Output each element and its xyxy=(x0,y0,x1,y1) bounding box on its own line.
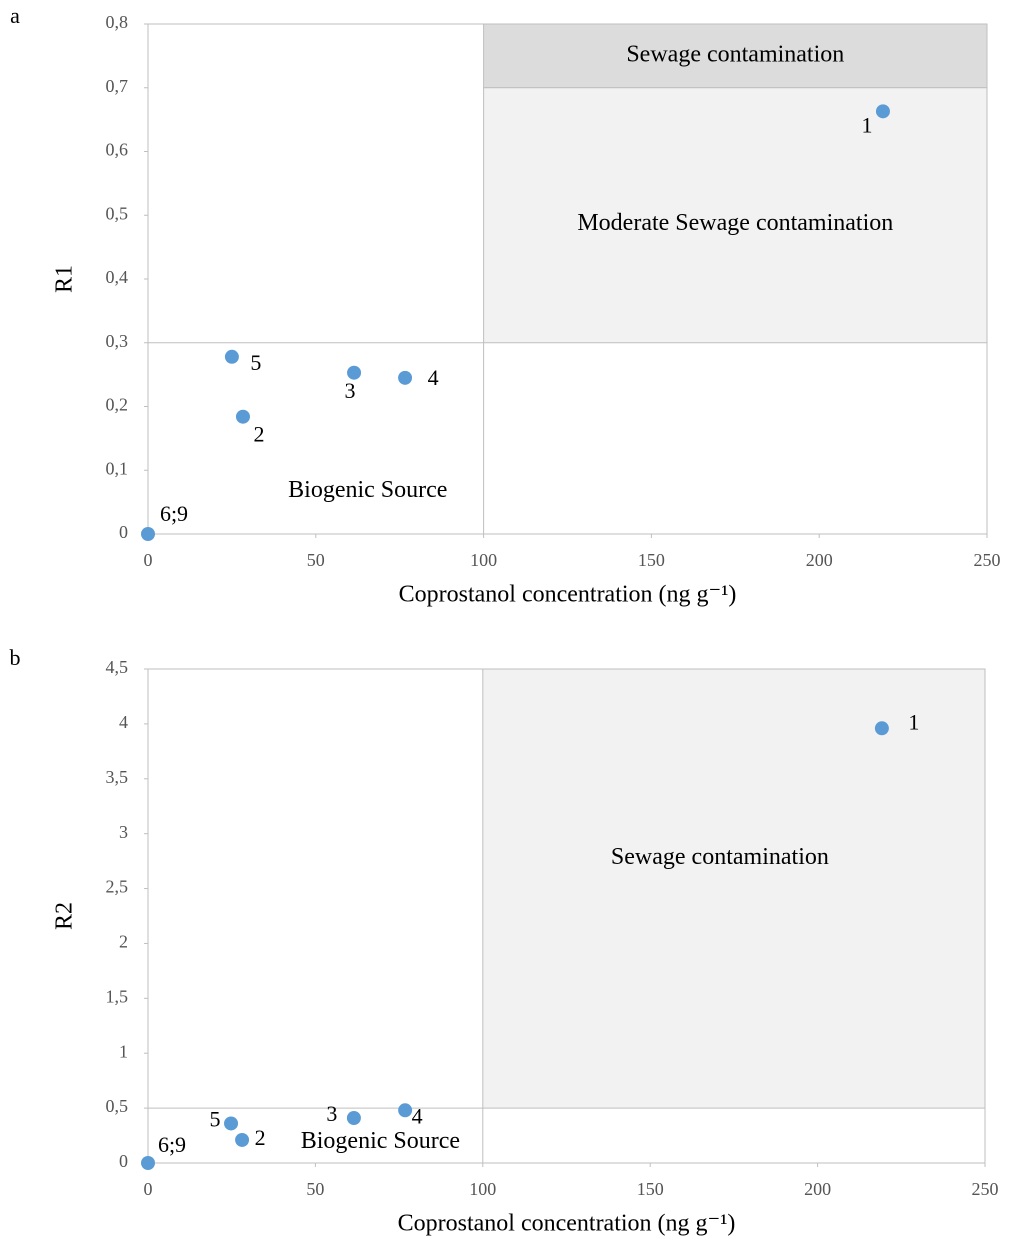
point-label: 5 xyxy=(250,350,261,375)
x-tick-label: 250 xyxy=(972,1179,999,1199)
region-label: Moderate Sewage contamination xyxy=(577,210,893,236)
y-tick-label: 0,4 xyxy=(106,267,129,287)
y-tick-label: 0,2 xyxy=(106,395,129,415)
point-label: 3 xyxy=(326,1101,337,1126)
point xyxy=(398,370,413,385)
x-axis-label: Coprostanol concentration (ng g⁻¹) xyxy=(398,1211,736,1237)
y-tick-label: 4 xyxy=(119,712,128,732)
x-tick-label: 200 xyxy=(806,550,833,570)
point-label: 3 xyxy=(345,378,356,403)
x-tick-label: 250 xyxy=(974,550,1001,570)
y-axis-label: R2 xyxy=(52,902,78,930)
x-tick-label: 200 xyxy=(804,1179,831,1199)
x-tick-label: 0 xyxy=(144,550,153,570)
point xyxy=(224,1116,239,1131)
panel-label: b xyxy=(10,645,21,670)
y-tick-label: 0,1 xyxy=(106,458,129,478)
region-label: Sewage contamination xyxy=(611,844,829,870)
point-label: 1 xyxy=(908,709,919,734)
region xyxy=(147,1107,484,1164)
point xyxy=(346,1110,361,1125)
region xyxy=(147,342,485,535)
x-tick-label: 150 xyxy=(637,1179,664,1199)
y-tick-label: 0 xyxy=(119,522,128,542)
y-tick-label: 1 xyxy=(119,1041,128,1061)
region xyxy=(483,87,988,344)
y-tick-label: 0,8 xyxy=(106,12,129,32)
y-tick-label: 0,3 xyxy=(106,331,129,351)
y-tick-label: 4,5 xyxy=(106,657,129,677)
x-tick-label: 100 xyxy=(469,1179,496,1199)
y-tick-label: 0,6 xyxy=(106,140,129,160)
point xyxy=(224,349,239,364)
point xyxy=(141,1156,155,1170)
point-label: 4 xyxy=(428,365,439,390)
point-label: 5 xyxy=(210,1107,221,1132)
point-label: 1 xyxy=(861,112,872,137)
y-tick-label: 2 xyxy=(119,932,128,952)
x-tick-label: 150 xyxy=(638,550,665,570)
x-tick-label: 50 xyxy=(306,1179,324,1199)
y-axis-label: R1 xyxy=(52,265,78,293)
point xyxy=(874,721,889,736)
point xyxy=(398,1103,413,1118)
y-tick-label: 0 xyxy=(119,1151,128,1171)
point-label: 2 xyxy=(253,422,264,447)
point xyxy=(235,1132,250,1147)
y-tick-label: 3,5 xyxy=(106,767,129,787)
panel-label: a xyxy=(10,3,20,28)
y-tick-label: 1,5 xyxy=(106,986,129,1006)
point xyxy=(141,527,155,541)
point-label: 4 xyxy=(412,1103,423,1128)
region-label: Sewage contamination xyxy=(626,41,844,67)
point-label: 2 xyxy=(255,1125,266,1150)
y-tick-label: 0,5 xyxy=(106,203,129,223)
region xyxy=(482,668,986,1109)
x-tick-label: 100 xyxy=(470,550,497,570)
x-axis-label: Coprostanol concentration (ng g⁻¹) xyxy=(399,582,737,608)
y-tick-label: 2,5 xyxy=(106,877,129,897)
x-tick-label: 0 xyxy=(144,1179,153,1199)
point-label: 6;9 xyxy=(160,501,188,526)
point xyxy=(235,409,250,424)
region-label: Biogenic Source xyxy=(288,477,447,503)
y-tick-label: 0,5 xyxy=(106,1096,129,1116)
region-label: Biogenic Source xyxy=(301,1128,460,1154)
point xyxy=(875,104,890,119)
point-label: 6;9 xyxy=(158,1132,186,1157)
point xyxy=(347,365,362,380)
x-tick-label: 50 xyxy=(307,550,325,570)
y-tick-label: 3 xyxy=(119,822,128,842)
y-tick-label: 0,7 xyxy=(106,76,129,96)
region xyxy=(483,23,988,89)
